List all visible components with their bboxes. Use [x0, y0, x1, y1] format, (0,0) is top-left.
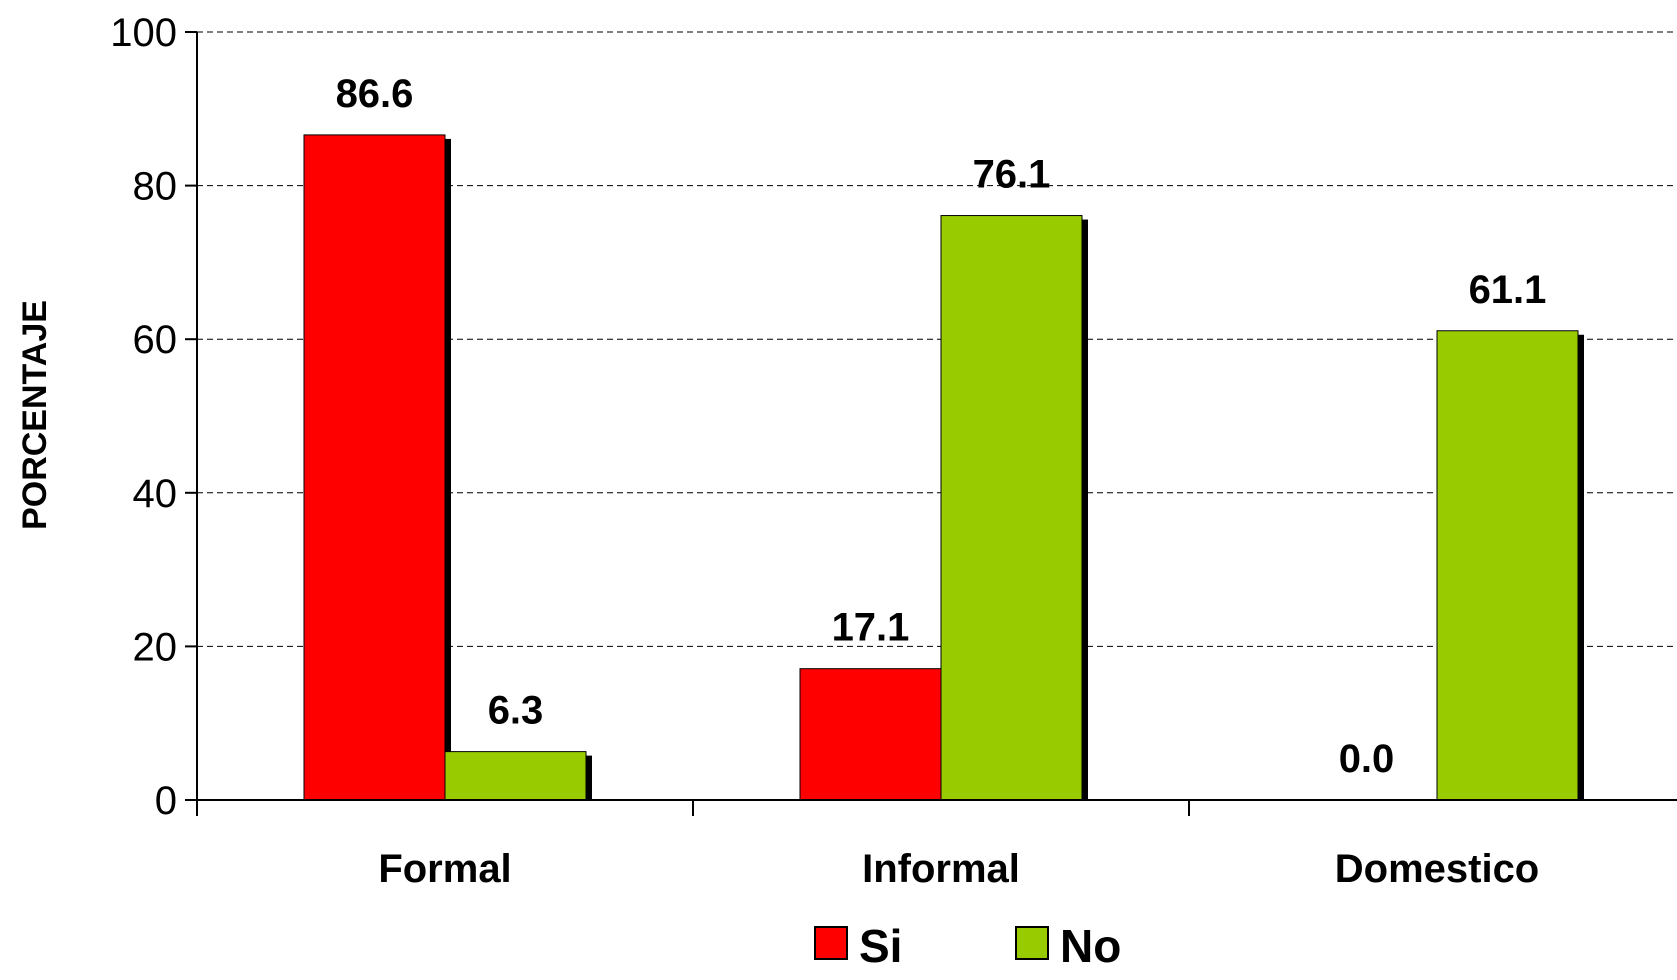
data-label: 17.1 — [832, 606, 910, 650]
x-category-label: Domestico — [1335, 847, 1540, 891]
y-tick-label: 100 — [110, 11, 177, 55]
data-label: 61.1 — [1469, 268, 1547, 312]
bar-si — [303, 134, 446, 801]
data-label: 6.3 — [488, 689, 544, 733]
y-tick-label: 60 — [133, 318, 178, 362]
data-label: 0.0 — [1339, 737, 1395, 781]
gridlines — [197, 31, 1677, 647]
data-label: 86.6 — [336, 72, 414, 116]
data-labels: 86.6 6.3 17.1 76.1 0.0 61.1 — [336, 72, 1547, 781]
legend-swatch-si — [814, 926, 848, 960]
legend: Si No — [814, 920, 1121, 972]
bar-no — [940, 215, 1083, 801]
x-category-label: Formal — [378, 847, 511, 891]
y-tick-label: 20 — [133, 625, 178, 669]
x-category-label: Informal — [862, 847, 1020, 891]
bar-no — [444, 751, 587, 801]
data-label: 76.1 — [973, 153, 1051, 197]
y-tick-label: 0 — [155, 779, 177, 823]
legend-swatch-no — [1015, 926, 1049, 960]
bar-no — [1436, 330, 1579, 801]
y-tick-label: 40 — [133, 472, 178, 516]
y-axis-title: PORCENTAJE — [16, 300, 54, 530]
y-tick-label: 80 — [133, 165, 178, 209]
y-ticks: 0 20 40 60 80 100 — [110, 11, 197, 823]
bars — [303, 134, 1584, 801]
legend-label-no: No — [1060, 920, 1121, 972]
legend-label-si: Si — [859, 920, 902, 972]
bar-si — [799, 668, 942, 801]
axes — [196, 32, 1677, 801]
x-categories: Formal Informal Domestico — [196, 800, 1540, 891]
